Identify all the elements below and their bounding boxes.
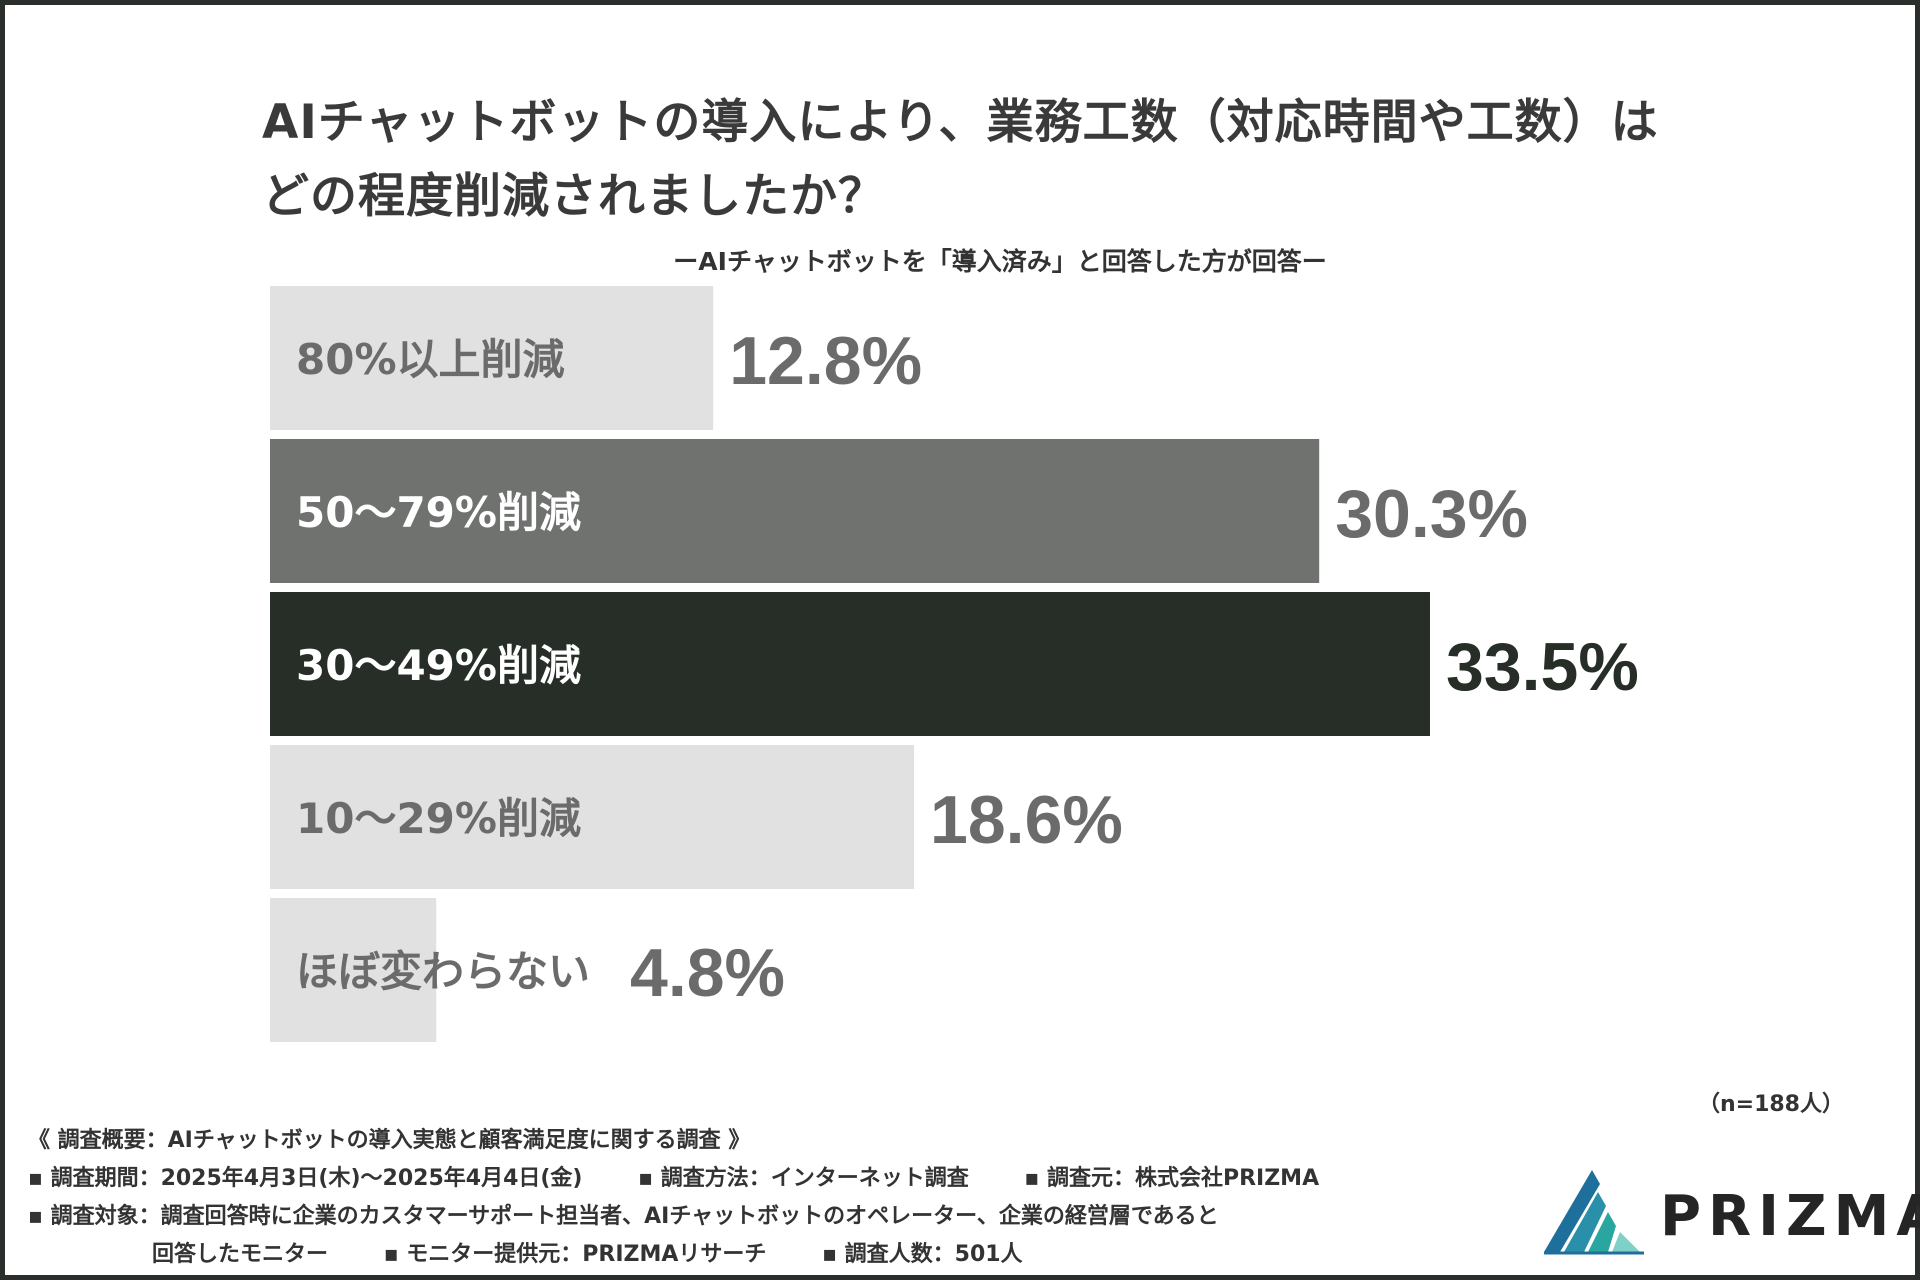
logo-facet-4 xyxy=(1612,1232,1640,1252)
logo-facet-3 xyxy=(1588,1212,1616,1252)
bar-1 xyxy=(270,286,714,430)
bar-label-4: 10〜29%削減 xyxy=(296,794,581,843)
survey-period: ▪ 調査期間：2025年4月3日(木)〜2025年4月4日(金) xyxy=(28,1166,583,1191)
bar-2 xyxy=(270,439,1320,583)
bar-5 xyxy=(270,898,437,1042)
survey-overview: 《 調査概要：AIチャットボットの導入実態と顧客満足度に関する調査 》 xyxy=(28,1128,751,1153)
monitor-provider: ▪ モニター提供元：PRIZMAリサーチ xyxy=(383,1242,767,1267)
title-line-2: どの程度削減されましたか？ xyxy=(262,169,886,224)
value-label-4: 18.6% xyxy=(930,782,1123,858)
prizma-logo-icon xyxy=(1544,1170,1644,1255)
value-label-3: 33.5% xyxy=(1446,629,1639,705)
sample-size-note: （n=188人） xyxy=(1697,1092,1844,1117)
bar-label-1: 80%以上削減 xyxy=(296,335,565,384)
logo-facet-2 xyxy=(1564,1192,1606,1252)
bar-label-3: 30〜49%削減 xyxy=(296,641,581,690)
logo-facet-1 xyxy=(1544,1170,1600,1252)
value-label-1: 12.8% xyxy=(729,323,922,399)
survey-method: ▪ 調査方法：インターネット調査 xyxy=(638,1166,969,1191)
prizma-logo-text: PRIZMA xyxy=(1660,1184,1920,1249)
survey-target: ▪ 調査対象：調査回答時に企業のカスタマーサポート担当者、AIチャットボットのオ… xyxy=(28,1204,1219,1229)
bar-4 xyxy=(270,745,915,889)
survey-footer: 《 調査概要：AIチャットボットの導入実態と顧客満足度に関する調査 》 ▪ 調査… xyxy=(28,1122,1319,1274)
bar-label-2: 50〜79%削減 xyxy=(296,488,581,537)
prizma-logo: PRIZMA xyxy=(1540,1166,1920,1256)
survey-count: ▪ 調査人数：501人 xyxy=(822,1242,1023,1267)
title-line-1: AIチャットボットの導入により、業務工数（対応時間や工数）は xyxy=(262,95,1659,150)
bar-3 xyxy=(270,592,1430,736)
chart-subtitle: ーAIチャットボットを「導入済み」と回答した方が回答ー xyxy=(673,247,1327,276)
survey-target-continued: 回答したモニター xyxy=(152,1242,329,1267)
bar-label-5: ほぼ変わらない xyxy=(296,947,590,996)
chart-title: AIチャットボットの導入により、業務工数（対応時間や工数）は どの程度削減されま… xyxy=(262,86,1659,234)
value-label-5: 4.8% xyxy=(630,935,785,1011)
value-label-2: 30.3% xyxy=(1335,476,1528,552)
survey-source: ▪ 調査元：株式会社PRIZMA xyxy=(1024,1166,1320,1191)
